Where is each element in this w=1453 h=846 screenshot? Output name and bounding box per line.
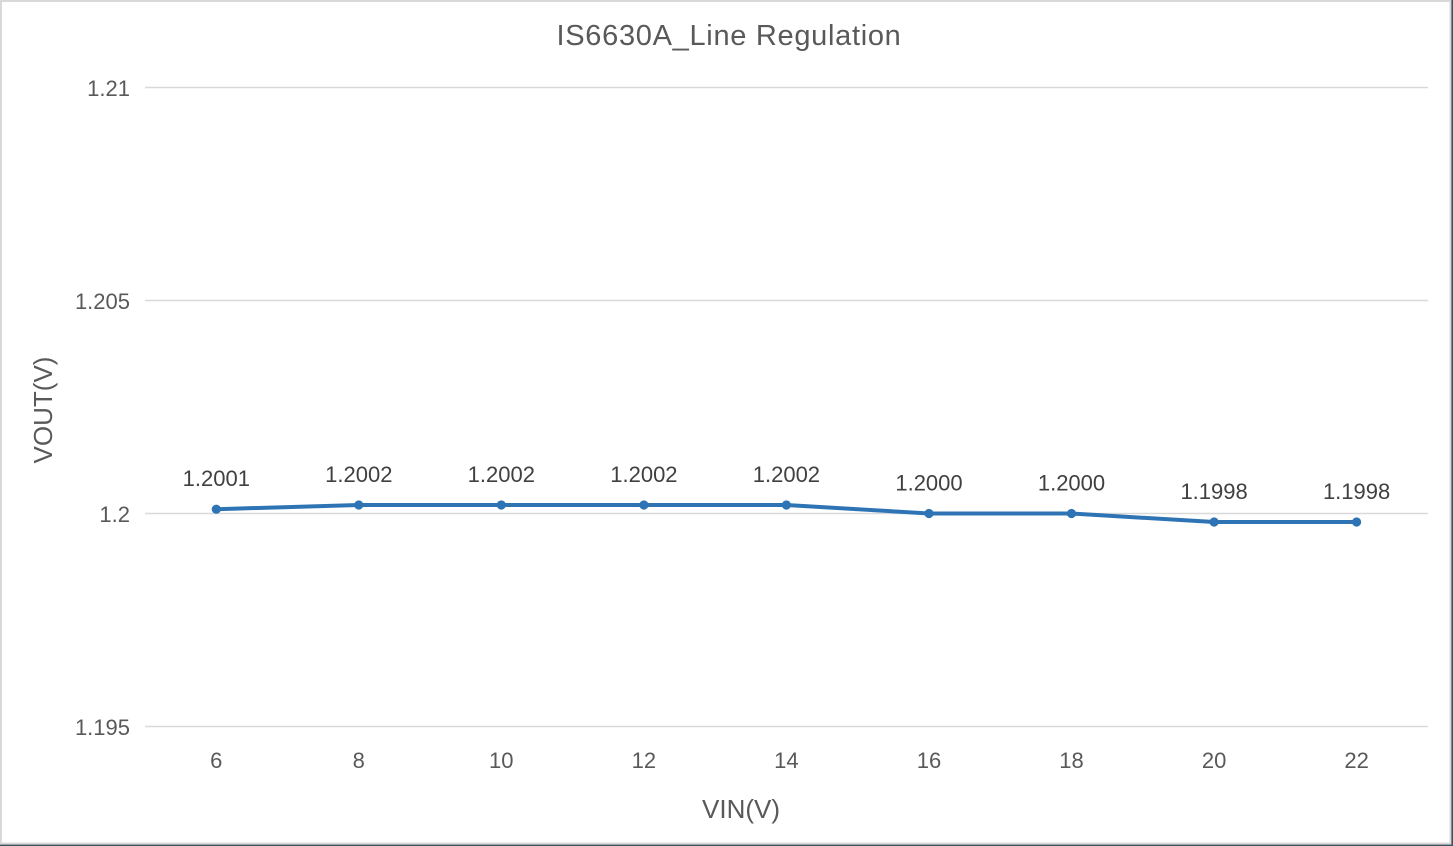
- svg-text:1.1998: 1.1998: [1323, 479, 1390, 504]
- svg-text:18: 18: [1059, 748, 1083, 773]
- svg-text:1.21: 1.21: [87, 76, 130, 101]
- svg-text:12: 12: [632, 748, 656, 773]
- svg-text:VOUT(V): VOUT(V): [28, 357, 58, 464]
- svg-text:1.2002: 1.2002: [325, 462, 392, 487]
- svg-text:1.205: 1.205: [75, 289, 130, 314]
- svg-text:1.2000: 1.2000: [1038, 470, 1105, 495]
- svg-text:1.2000: 1.2000: [895, 470, 962, 495]
- svg-text:1.195: 1.195: [75, 715, 130, 740]
- svg-text:1.2002: 1.2002: [610, 462, 677, 487]
- svg-text:10: 10: [489, 748, 513, 773]
- svg-text:IS6630A_Line Regulation: IS6630A_Line Regulation: [556, 20, 901, 52]
- svg-text:8: 8: [353, 748, 365, 773]
- svg-text:VIN(V): VIN(V): [702, 794, 780, 824]
- svg-text:1.2002: 1.2002: [753, 462, 820, 487]
- svg-text:20: 20: [1202, 748, 1226, 773]
- svg-text:22: 22: [1344, 748, 1368, 773]
- svg-text:14: 14: [774, 748, 798, 773]
- svg-text:16: 16: [917, 748, 941, 773]
- svg-text:1.1998: 1.1998: [1180, 479, 1247, 504]
- svg-text:1.2002: 1.2002: [468, 462, 535, 487]
- svg-text:1.2: 1.2: [99, 502, 130, 527]
- svg-text:6: 6: [210, 748, 222, 773]
- svg-text:1.2001: 1.2001: [183, 466, 250, 491]
